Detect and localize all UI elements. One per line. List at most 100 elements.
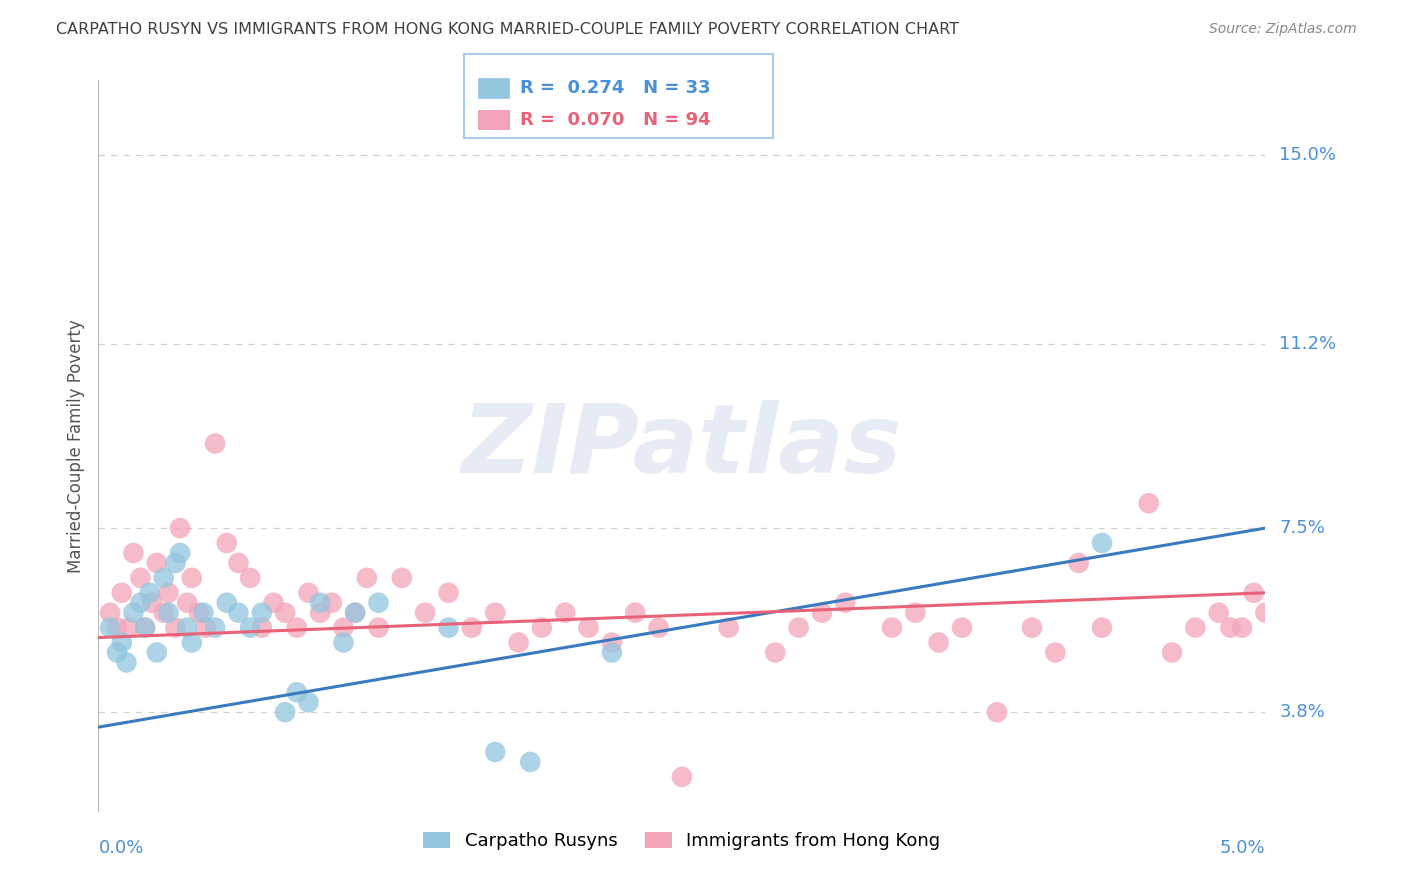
Point — [787, 621, 810, 635]
Point — [152, 571, 174, 585]
Point — [169, 521, 191, 535]
Point — [1091, 536, 1114, 550]
Point — [263, 596, 285, 610]
Point — [111, 586, 134, 600]
Point — [1219, 621, 1241, 635]
Point — [1067, 556, 1090, 570]
Point — [624, 606, 647, 620]
Point — [309, 606, 332, 620]
Text: 0.0%: 0.0% — [98, 839, 143, 857]
Point — [1243, 586, 1265, 600]
Point — [1360, 606, 1382, 620]
Point — [1278, 635, 1301, 649]
Text: 7.5%: 7.5% — [1279, 519, 1326, 537]
Point — [152, 606, 174, 620]
Point — [1336, 606, 1358, 620]
Point — [1021, 621, 1043, 635]
Point — [1324, 645, 1347, 659]
Point — [1399, 621, 1406, 635]
Legend: Carpatho Rusyns, Immigrants from Hong Kong: Carpatho Rusyns, Immigrants from Hong Ko… — [416, 825, 948, 857]
Text: CARPATHO RUSYN VS IMMIGRANTS FROM HONG KONG MARRIED-COUPLE FAMILY POVERTY CORREL: CARPATHO RUSYN VS IMMIGRANTS FROM HONG K… — [56, 22, 959, 37]
Point — [1319, 621, 1341, 635]
Point — [904, 606, 927, 620]
Point — [344, 606, 367, 620]
Point — [391, 571, 413, 585]
Point — [1389, 596, 1406, 610]
Point — [1382, 635, 1405, 649]
Y-axis label: Married-Couple Family Poverty: Married-Couple Family Poverty — [66, 319, 84, 573]
Point — [239, 621, 262, 635]
Point — [647, 621, 669, 635]
Point — [671, 770, 693, 784]
Point — [239, 571, 262, 585]
Point — [1296, 596, 1319, 610]
Point — [274, 606, 297, 620]
Point — [811, 606, 834, 620]
Point — [1272, 621, 1295, 635]
Point — [1301, 621, 1323, 635]
Point — [554, 606, 576, 620]
Point — [332, 621, 354, 635]
Point — [763, 645, 786, 659]
Point — [169, 546, 191, 560]
Point — [118, 621, 141, 635]
Point — [180, 571, 202, 585]
Point — [157, 606, 180, 620]
Point — [578, 621, 600, 635]
Point — [122, 606, 145, 620]
Point — [176, 596, 198, 610]
Point — [141, 596, 163, 610]
Text: R =  0.274   N = 33: R = 0.274 N = 33 — [520, 79, 711, 97]
Point — [146, 556, 169, 570]
Point — [1045, 645, 1067, 659]
Point — [1331, 621, 1354, 635]
Point — [600, 635, 623, 649]
Text: ZIPatlas: ZIPatlas — [461, 400, 903, 492]
Point — [146, 645, 169, 659]
Point — [115, 656, 138, 670]
Point — [508, 635, 530, 649]
Point — [950, 621, 973, 635]
Point — [1343, 635, 1365, 649]
Point — [356, 571, 378, 585]
Point — [600, 645, 623, 659]
Point — [1306, 606, 1329, 620]
Point — [1347, 596, 1369, 610]
Point — [176, 621, 198, 635]
Point — [157, 586, 180, 600]
Point — [1208, 606, 1230, 620]
Point — [180, 635, 202, 649]
Point — [297, 586, 319, 600]
Point — [1137, 496, 1160, 510]
Point — [717, 621, 740, 635]
Point — [98, 621, 121, 635]
Point — [437, 586, 460, 600]
Point — [250, 606, 273, 620]
Point — [204, 621, 226, 635]
Point — [134, 621, 156, 635]
Point — [880, 621, 903, 635]
Point — [344, 606, 367, 620]
Point — [122, 546, 145, 560]
Text: 3.8%: 3.8% — [1279, 703, 1324, 722]
Point — [204, 436, 226, 450]
Point — [367, 621, 389, 635]
Point — [228, 556, 250, 570]
Point — [530, 621, 553, 635]
Point — [134, 621, 156, 635]
Point — [1395, 621, 1406, 635]
Point — [139, 586, 162, 600]
Point — [484, 606, 506, 620]
Point — [1091, 621, 1114, 635]
Point — [1371, 621, 1393, 635]
Point — [321, 596, 343, 610]
Point — [165, 621, 187, 635]
Point — [129, 596, 152, 610]
Point — [332, 635, 354, 649]
Point — [484, 745, 506, 759]
Point — [105, 645, 128, 659]
Point — [367, 596, 389, 610]
Point — [1289, 606, 1312, 620]
Point — [1375, 606, 1398, 620]
Point — [187, 606, 209, 620]
